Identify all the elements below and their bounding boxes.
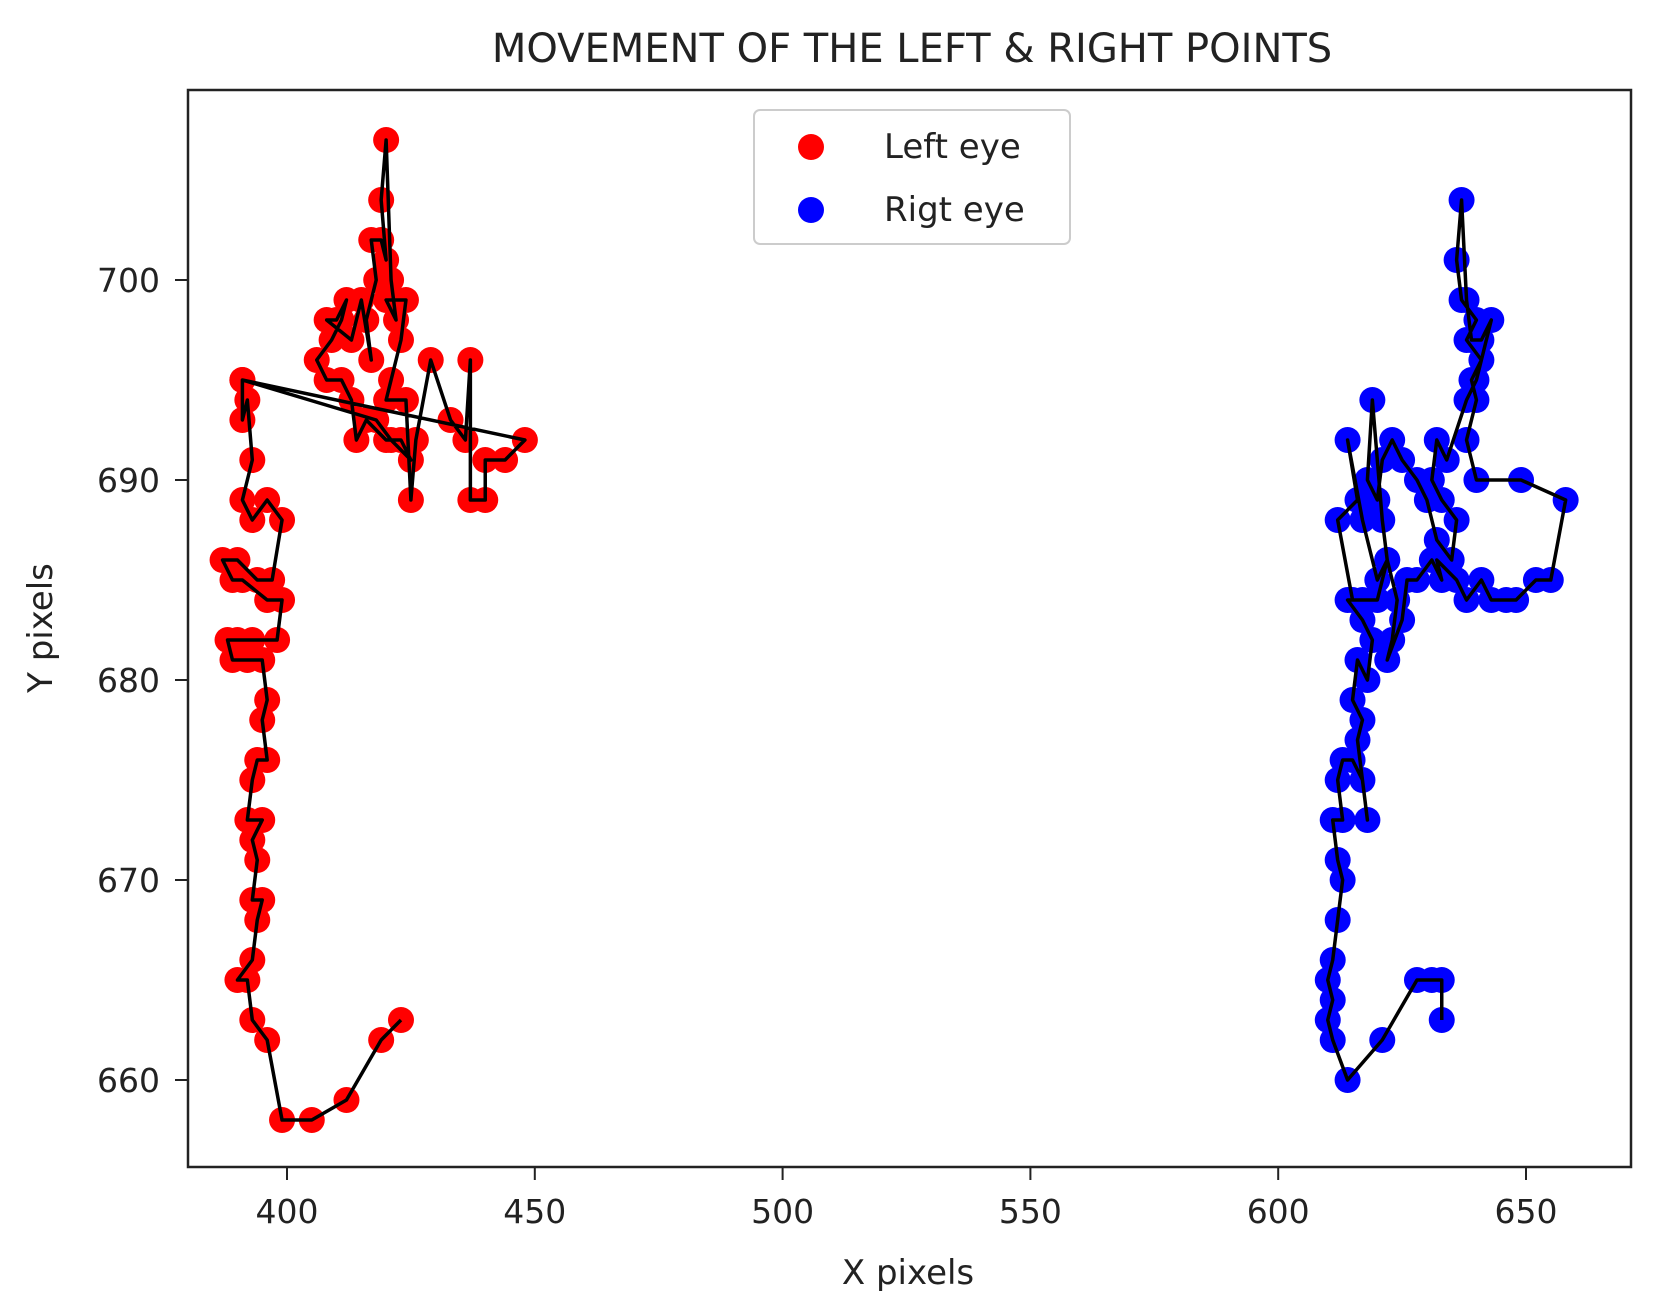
axes-frame — [186, 88, 1633, 1169]
y-axis-ticks: 660 670 680 690 700 — [97, 261, 188, 1100]
x-axis-label: X pixels — [842, 1253, 974, 1293]
x-tick-label: 600 — [1247, 1192, 1310, 1231]
trajectory-line — [220, 138, 527, 1122]
legend: Left eye Rigt eye — [753, 109, 1071, 245]
x-tick-label: 400 — [256, 1192, 319, 1231]
y-tick-label: 680 — [97, 661, 160, 700]
trajectory-lines — [220, 138, 1568, 1122]
legend-box — [753, 109, 1071, 245]
x-tick-label: 500 — [751, 1192, 814, 1231]
y-tick-label: 660 — [97, 1061, 160, 1100]
legend-label-right-eye: Rigt eye — [884, 190, 1025, 230]
x-tick-label: 550 — [999, 1192, 1062, 1231]
x-axis-ticks: 400 450 500 550 600 650 — [256, 1167, 1558, 1231]
y-tick-label: 690 — [97, 461, 160, 500]
x-tick-label: 650 — [1495, 1192, 1558, 1231]
legend-label-left-eye: Left eye — [884, 127, 1021, 167]
plot-area — [188, 90, 1631, 1167]
chart-title: MOVEMENT OF THE LEFT & RIGHT POINTS — [492, 26, 1332, 72]
legend-marker-left-eye — [798, 134, 824, 160]
legend-marker-right-eye — [798, 197, 824, 223]
y-tick-label: 700 — [97, 261, 160, 300]
trajectory-line — [1326, 198, 1568, 1082]
x-tick-label: 450 — [503, 1192, 566, 1231]
y-tick-label: 670 — [97, 861, 160, 900]
y-axis-label: Y pixels — [21, 563, 61, 694]
